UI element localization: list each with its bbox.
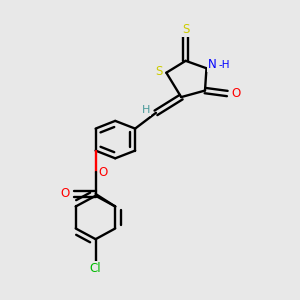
Text: O: O (98, 166, 108, 179)
Text: O: O (231, 87, 240, 100)
Text: S: S (182, 23, 189, 36)
Text: S: S (155, 65, 163, 78)
Text: Cl: Cl (89, 262, 100, 275)
Text: N: N (208, 58, 217, 71)
Text: H: H (142, 106, 150, 116)
Text: -H: -H (219, 60, 230, 70)
Text: O: O (60, 188, 69, 200)
